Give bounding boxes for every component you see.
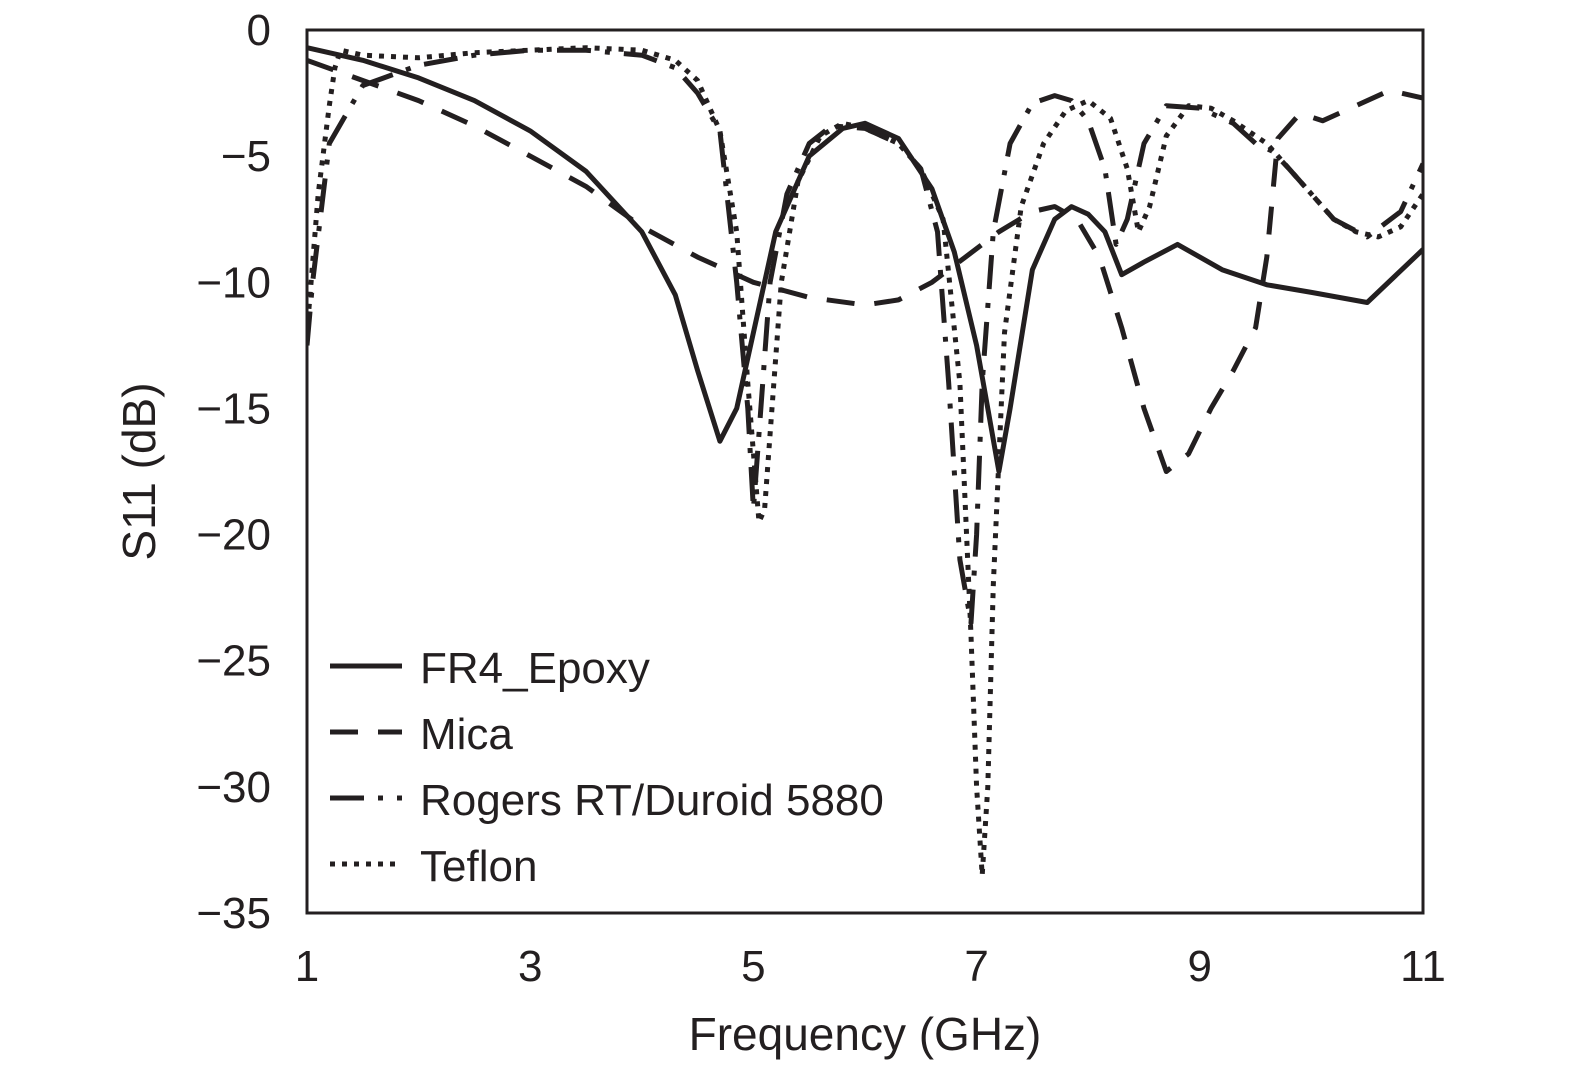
y-axis-title: S11 (dB) bbox=[113, 382, 165, 560]
y-tick-label: −25 bbox=[196, 637, 271, 686]
legend: FR4_Epoxy Mica Rogers RT/Duroid 5880 Teflon bbox=[330, 644, 884, 891]
plot-frame bbox=[305, 28, 1425, 915]
legend-label-2: Mica bbox=[420, 710, 513, 759]
x-tick-label: 3 bbox=[518, 942, 542, 991]
x-tick-label: 5 bbox=[741, 942, 765, 991]
y-tick-label: −30 bbox=[196, 763, 271, 812]
series-line-2 bbox=[307, 57, 1423, 474]
x-tick-label: 9 bbox=[1188, 942, 1212, 991]
x-axis-title: Frequency (GHz) bbox=[689, 1008, 1042, 1060]
x-tick-label: 1 bbox=[295, 942, 319, 991]
y-tick-label: −5 bbox=[221, 132, 271, 181]
y-tick-labels: 0 −5 −10 −15 −20 −25 −30 −35 bbox=[196, 6, 271, 938]
legend-label-3: Rogers RT/Duroid 5880 bbox=[420, 776, 884, 825]
series-layer bbox=[307, 45, 1423, 878]
series-line-3 bbox=[307, 47, 1423, 626]
y-tick-label: −10 bbox=[196, 258, 271, 307]
y-tick-label: −35 bbox=[196, 889, 271, 938]
y-tick-label: −15 bbox=[196, 384, 271, 433]
x-tick-labels: 1 3 5 7 9 11 bbox=[295, 942, 1446, 991]
y-tick-label: 0 bbox=[247, 6, 271, 55]
legend-label-4: Teflon bbox=[420, 842, 537, 891]
y-tick-label: −20 bbox=[196, 511, 271, 560]
legend-label-1: FR4_Epoxy bbox=[420, 644, 650, 693]
x-tick-label: 7 bbox=[964, 942, 988, 991]
x-tick-label: 11 bbox=[1400, 942, 1446, 991]
